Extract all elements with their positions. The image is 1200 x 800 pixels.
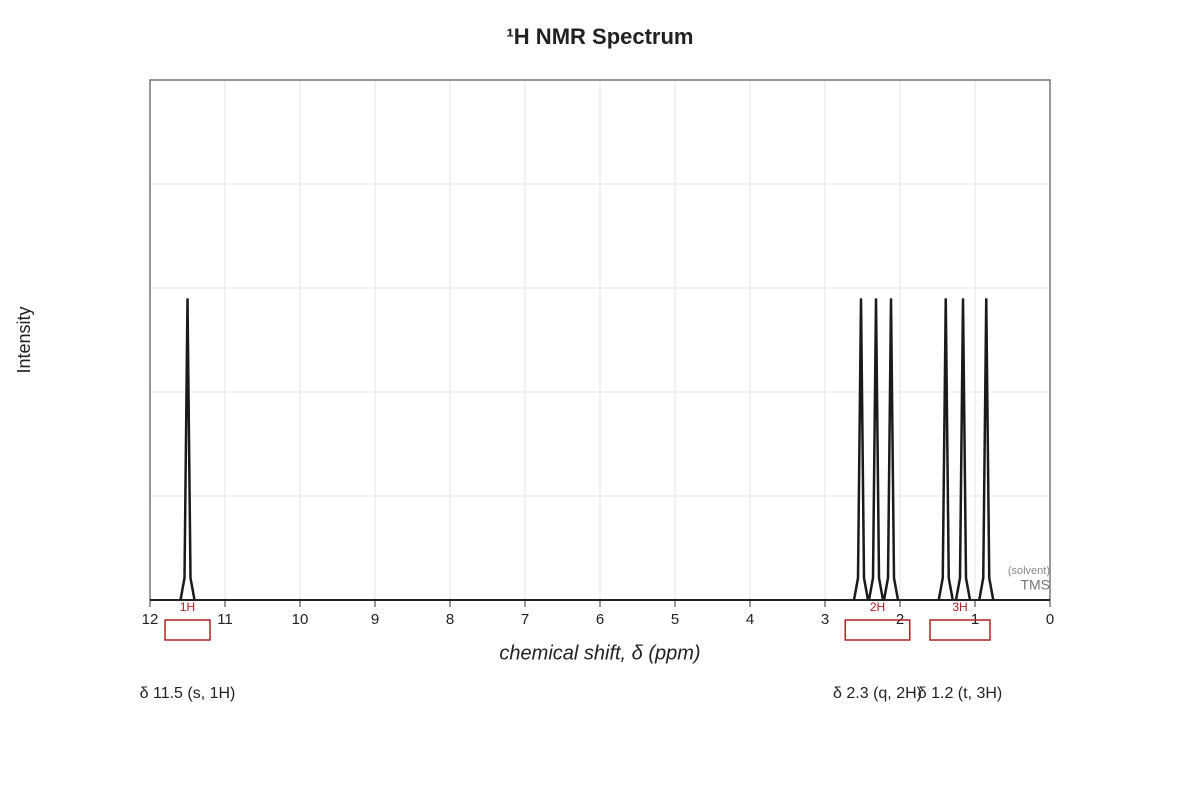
x-tick-label: 6 bbox=[596, 611, 604, 628]
integration-label: 3H bbox=[952, 600, 967, 614]
x-tick-label: 9 bbox=[371, 611, 379, 628]
peak-annotation: δ 11.5 (s, 1H) bbox=[140, 685, 236, 702]
x-tick-label: 3 bbox=[821, 611, 829, 628]
x-tick-label: 12 bbox=[142, 611, 159, 628]
peak bbox=[179, 298, 196, 601]
y-axis-label: Intensity bbox=[14, 306, 34, 373]
peak bbox=[978, 298, 995, 601]
integration-box bbox=[844, 619, 911, 641]
x-axis-label: chemical shift, δ (ppm) bbox=[499, 642, 700, 664]
x-tick-label: 10 bbox=[292, 611, 309, 628]
reference-note: (solvent) bbox=[1008, 565, 1050, 577]
integration-box bbox=[929, 619, 991, 641]
peak-annotation: δ 2.3 (q, 2H) bbox=[833, 685, 922, 702]
peak bbox=[852, 298, 870, 601]
integration-label: 1H bbox=[180, 600, 195, 614]
integration-label: 2H bbox=[870, 600, 885, 614]
peak bbox=[882, 298, 900, 601]
x-tick-label: 5 bbox=[671, 611, 679, 628]
x-tick-label: 7 bbox=[521, 611, 529, 628]
x-tick-label: 11 bbox=[217, 611, 233, 628]
integration-box bbox=[164, 619, 211, 641]
peak bbox=[937, 298, 954, 601]
x-tick-label: 0 bbox=[1046, 611, 1054, 628]
chart-title: ¹H NMR Spectrum bbox=[506, 24, 693, 49]
x-tick-label: 8 bbox=[446, 611, 454, 628]
peak-annotation: δ 1.2 (t, 3H) bbox=[918, 685, 1002, 702]
peak bbox=[954, 298, 972, 601]
reference-label: TMS bbox=[1020, 577, 1050, 593]
peak bbox=[867, 298, 885, 601]
x-tick-label: 4 bbox=[746, 611, 754, 628]
